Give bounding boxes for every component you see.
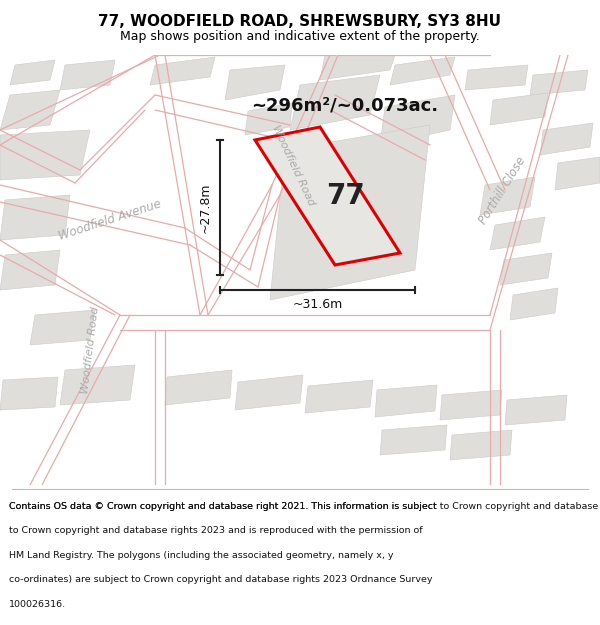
Polygon shape — [0, 250, 60, 290]
Text: Porthill Close: Porthill Close — [476, 154, 528, 226]
Polygon shape — [60, 60, 115, 90]
Polygon shape — [0, 175, 250, 290]
Text: Woodfield Road: Woodfield Road — [80, 306, 100, 394]
Polygon shape — [380, 425, 447, 455]
Polygon shape — [155, 55, 340, 315]
Text: ~31.6m: ~31.6m — [292, 298, 343, 311]
Text: HM Land Registry. The polygons (including the associated geometry, namely x, y: HM Land Registry. The polygons (includin… — [9, 551, 394, 560]
Polygon shape — [500, 253, 552, 285]
Polygon shape — [305, 380, 373, 413]
Text: 77, WOODFIELD ROAD, SHREWSBURY, SY3 8HU: 77, WOODFIELD ROAD, SHREWSBURY, SY3 8HU — [98, 14, 502, 29]
Polygon shape — [245, 103, 292, 135]
Polygon shape — [450, 430, 512, 460]
Polygon shape — [480, 177, 535, 215]
Text: Contains OS data © Crown copyright and database right 2021. This information is : Contains OS data © Crown copyright and d… — [9, 502, 437, 511]
Polygon shape — [390, 57, 455, 85]
Polygon shape — [0, 195, 70, 240]
Text: 100026316.: 100026316. — [9, 600, 66, 609]
Polygon shape — [375, 385, 437, 417]
Polygon shape — [130, 310, 470, 330]
Polygon shape — [225, 65, 285, 100]
Text: 77: 77 — [326, 182, 365, 210]
Polygon shape — [540, 123, 593, 155]
Polygon shape — [0, 377, 58, 410]
Polygon shape — [380, 95, 455, 145]
Polygon shape — [510, 288, 558, 320]
Text: to Crown copyright and database rights 2023 and is reproduced with the permissio: to Crown copyright and database rights 2… — [9, 526, 422, 535]
Text: Map shows position and indicative extent of the property.: Map shows position and indicative extent… — [120, 30, 480, 43]
Text: ~296m²/~0.073ac.: ~296m²/~0.073ac. — [251, 97, 439, 115]
Polygon shape — [290, 75, 380, 130]
Polygon shape — [270, 125, 430, 300]
Polygon shape — [255, 127, 400, 265]
Text: Contains OS data © Crown copyright and database right 2021. This information is : Contains OS data © Crown copyright and d… — [9, 502, 600, 511]
Polygon shape — [0, 130, 90, 180]
Polygon shape — [10, 60, 55, 85]
Polygon shape — [165, 370, 232, 405]
Polygon shape — [440, 390, 502, 420]
Text: ~27.8m: ~27.8m — [199, 182, 212, 232]
Polygon shape — [170, 55, 310, 175]
Polygon shape — [430, 55, 530, 180]
Polygon shape — [60, 365, 135, 405]
Text: Woodfield Road: Woodfield Road — [270, 123, 316, 207]
Polygon shape — [30, 310, 95, 345]
Polygon shape — [505, 395, 567, 425]
Polygon shape — [235, 375, 303, 410]
Polygon shape — [0, 90, 60, 130]
Polygon shape — [465, 65, 528, 90]
Polygon shape — [530, 70, 588, 95]
Polygon shape — [320, 55, 395, 80]
Text: co-ordinates) are subject to Crown copyright and database rights 2023 Ordnance S: co-ordinates) are subject to Crown copyr… — [9, 575, 433, 584]
Polygon shape — [490, 93, 548, 125]
Polygon shape — [555, 157, 600, 190]
Polygon shape — [490, 217, 545, 250]
Text: Woodfield Avenue: Woodfield Avenue — [57, 198, 163, 242]
Polygon shape — [150, 57, 215, 85]
